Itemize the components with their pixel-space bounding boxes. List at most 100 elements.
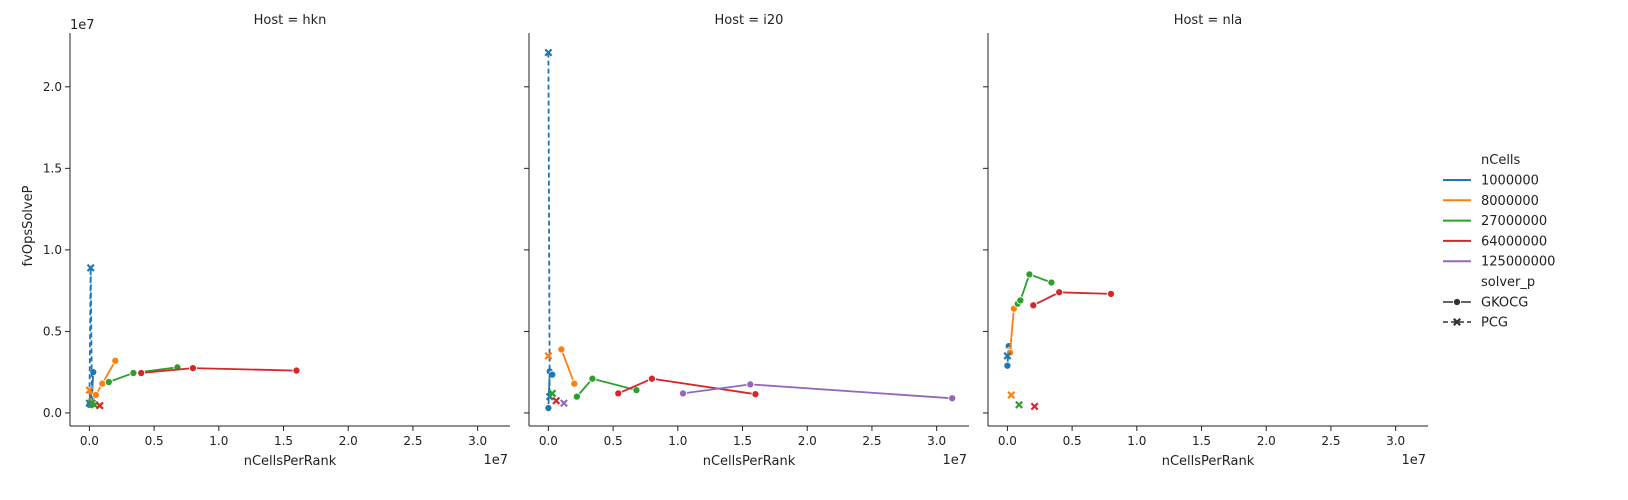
series-27000000-pcg: [1015, 400, 1024, 409]
x-tick-label: 0.5: [1063, 434, 1082, 448]
gkocg-point: [678, 389, 688, 398]
pcg-point: [544, 48, 553, 57]
series-1000000-pcg: [85, 263, 96, 408]
series-8000000-pcg: [544, 351, 553, 360]
pcg-point: [95, 401, 104, 410]
pcg-point: [544, 351, 553, 360]
gkocg-point: [614, 389, 623, 398]
x-axis-label: nCellsPerRank: [244, 454, 337, 469]
legend-marker-solver-stroke-b: [1453, 318, 1461, 326]
gkocg-point: [588, 374, 597, 383]
pcg-point-stroke-b: [1007, 391, 1016, 399]
legend-label-solver: GKOCG: [1481, 296, 1528, 311]
x-scale-offset-label: 1e7: [483, 453, 508, 468]
panel-0: Host = hkn 0.0 0.5 1.0 1.5 2.0 2.5 3.0 0.0 0.5 1.0…: [43, 13, 510, 469]
x-tick-label: 2.0: [339, 434, 358, 448]
gkocg-point: [137, 368, 146, 378]
x-tick-label: 3.0: [1386, 434, 1405, 448]
legend-label-ncells: 27000000: [1481, 214, 1547, 229]
y-tick-label: 2.0: [43, 80, 62, 94]
pcg-point-stroke-b: [559, 399, 568, 408]
x-tick-label: 0.0: [80, 434, 99, 448]
x-tick-label: 1.5: [1192, 434, 1211, 448]
pcg-point: [1015, 400, 1024, 409]
x-tick-label: 0.5: [604, 434, 623, 448]
gkocg-point: [557, 345, 566, 354]
x-tick-label: 0.5: [145, 434, 164, 448]
gkocg-point: [572, 392, 581, 401]
series-line: [547, 52, 551, 397]
x-tick-label: 3.0: [927, 434, 946, 448]
legend-title-solver: solver_p: [1481, 275, 1535, 290]
series-64000000-pcg: [1030, 402, 1039, 411]
pcg-point-stroke-b: [95, 401, 104, 410]
y-axis-label: fvOpsSolveP: [21, 185, 36, 266]
series-line: [95, 360, 117, 396]
x-tick-label: 2.0: [798, 434, 817, 448]
legend-marker-solver: [1452, 297, 1462, 307]
pcg-point: [1030, 402, 1039, 411]
series-line: [576, 377, 637, 398]
series-27000000-pcg: [548, 389, 557, 398]
legend-label-ncells: 125000000: [1481, 255, 1555, 270]
gkocg-point: [570, 379, 579, 388]
y-tick-label: 1.0: [43, 243, 62, 257]
pcg-point: [1007, 391, 1016, 399]
x-tick-label: 2.5: [1321, 434, 1340, 448]
x-tick-label: 1.5: [733, 434, 752, 448]
panel-1: Host = i20 0.0 0.5 1.0 1.5 2.0 2.5 3.0 nCellsPer…: [524, 13, 969, 469]
pcg-point: [559, 399, 568, 408]
series-27000000-gkocg: [104, 363, 182, 387]
pcg-point-stroke-b: [544, 48, 553, 57]
series-line: [1009, 308, 1015, 353]
legend: nCells solver_p 1000000 8000000 27000000 64…: [1443, 153, 1555, 331]
pcg-point: [86, 263, 95, 272]
series-1000000-pcg: [1003, 351, 1012, 360]
x-scale-offset-label: 1e7: [942, 453, 967, 468]
pcg-point: [548, 389, 557, 398]
panel-title: Host = nla: [1174, 13, 1243, 28]
gkocg-point: [544, 404, 553, 413]
series-8000000-gkocg: [91, 356, 120, 400]
gkocg-point: [751, 390, 760, 399]
y-tick-label: 1.5: [43, 161, 62, 175]
x-tick-label: 0.0: [539, 434, 558, 448]
series-125000000-gkocg: [678, 380, 957, 403]
x-tick-label: 1.5: [274, 434, 293, 448]
gkocg-point: [1106, 289, 1115, 298]
series-64000000-pcg: [95, 401, 104, 410]
gkocg-point: [1016, 296, 1025, 305]
gkocg-point: [1025, 270, 1034, 279]
series-8000000-gkocg: [557, 345, 579, 388]
pcg-point: [85, 386, 94, 395]
series-27000000-gkocg: [1013, 270, 1056, 308]
pcg-point-stroke-b: [85, 386, 94, 395]
pcg-point: [1003, 351, 1012, 360]
gkocg-point: [1047, 278, 1056, 287]
pcg-point: [552, 396, 561, 405]
series-line: [1032, 291, 1111, 307]
legend-marker-solver: [1453, 318, 1461, 326]
panel-title: Host = i20: [715, 13, 784, 28]
x-tick-label: 1.0: [1127, 434, 1146, 448]
pcg-point-stroke-b: [1015, 400, 1024, 409]
x-tick-label: 2.5: [403, 434, 422, 448]
gkocg-point: [647, 374, 656, 383]
gkocg-point: [91, 390, 100, 400]
gkocg-point: [1029, 301, 1038, 310]
gkocg-point: [948, 394, 957, 403]
gkocg-point: [111, 356, 120, 365]
gkocg-point: [89, 368, 98, 377]
series-8000000-pcg: [1007, 391, 1016, 399]
x-tick-label: 3.0: [468, 434, 487, 448]
x-tick-label: 1.0: [209, 434, 228, 448]
series-64000000-gkocg: [137, 364, 301, 378]
gkocg-point: [129, 368, 138, 378]
series-64000000-pcg: [552, 396, 561, 405]
series-line: [560, 349, 576, 384]
x-axis-label: nCellsPerRank: [1162, 454, 1255, 469]
x-tick-label: 2.0: [1257, 434, 1276, 448]
legend-label-ncells: 8000000: [1481, 194, 1539, 209]
pcg-point-stroke-b: [1030, 402, 1039, 411]
